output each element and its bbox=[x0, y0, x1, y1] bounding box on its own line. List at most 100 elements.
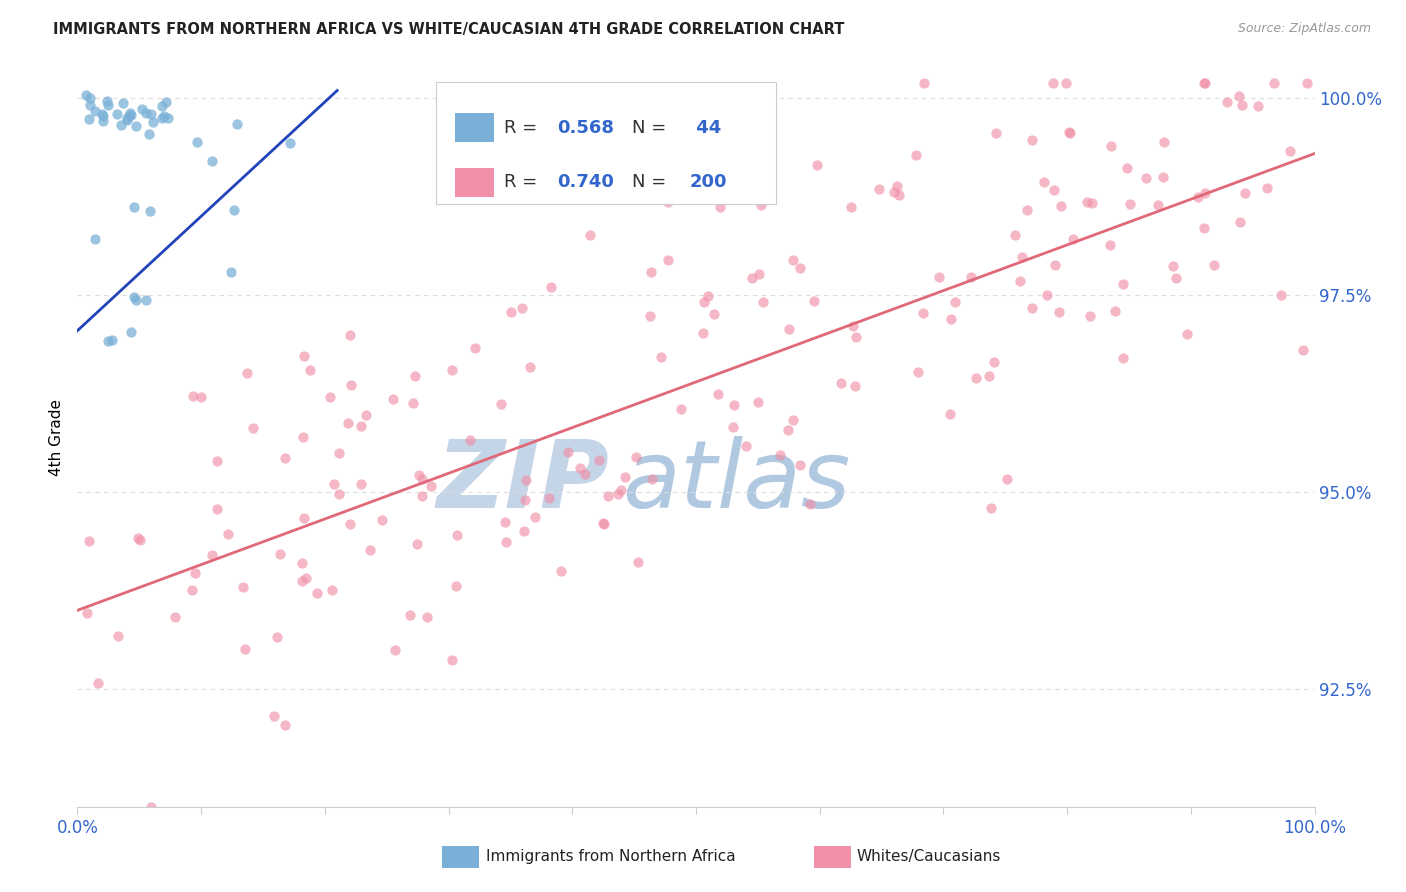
Point bbox=[101, 333, 124, 347]
Point bbox=[224, 202, 246, 217]
Point bbox=[155, 95, 177, 109]
Point bbox=[905, 148, 928, 162]
Point bbox=[339, 327, 361, 342]
Point bbox=[201, 153, 224, 168]
Point bbox=[778, 423, 800, 437]
FancyBboxPatch shape bbox=[436, 82, 776, 204]
Point bbox=[91, 107, 114, 121]
Point bbox=[399, 608, 422, 623]
Point bbox=[181, 389, 204, 403]
Point bbox=[557, 445, 579, 459]
Point bbox=[139, 800, 162, 814]
Point bbox=[1147, 198, 1170, 212]
Point bbox=[93, 113, 115, 128]
Point bbox=[446, 528, 468, 542]
Point bbox=[447, 177, 470, 191]
Point bbox=[87, 676, 110, 690]
Point bbox=[489, 397, 512, 411]
Point bbox=[242, 421, 264, 435]
Point bbox=[789, 261, 811, 276]
Point bbox=[983, 355, 1005, 369]
Point bbox=[592, 516, 614, 530]
Point bbox=[943, 295, 966, 310]
Point bbox=[1017, 202, 1039, 217]
Point bbox=[150, 99, 173, 113]
Point bbox=[640, 265, 662, 279]
Point bbox=[769, 449, 792, 463]
Point bbox=[1166, 271, 1188, 285]
Text: R =: R = bbox=[505, 173, 543, 192]
Point bbox=[624, 450, 647, 465]
Point bbox=[540, 279, 562, 293]
Point bbox=[748, 267, 770, 281]
Point bbox=[1292, 343, 1315, 357]
Point bbox=[588, 452, 610, 467]
Point bbox=[402, 396, 425, 410]
Point bbox=[939, 407, 962, 421]
Point bbox=[139, 106, 162, 120]
Point bbox=[266, 630, 288, 644]
Point bbox=[96, 94, 118, 108]
Point bbox=[886, 178, 908, 193]
Point bbox=[201, 549, 224, 563]
Point bbox=[799, 497, 821, 511]
Point bbox=[640, 472, 662, 486]
Point bbox=[79, 90, 101, 104]
Point bbox=[887, 188, 910, 202]
Point bbox=[568, 461, 591, 475]
Point bbox=[1033, 176, 1056, 190]
Point bbox=[115, 113, 138, 128]
Point bbox=[675, 180, 697, 194]
Point bbox=[1192, 76, 1215, 90]
Point bbox=[1116, 161, 1139, 175]
Point bbox=[235, 366, 257, 380]
Point bbox=[406, 537, 429, 551]
Text: N =: N = bbox=[631, 173, 672, 192]
Point bbox=[928, 269, 950, 284]
Point bbox=[1194, 76, 1216, 90]
Point bbox=[217, 526, 239, 541]
Point bbox=[723, 398, 745, 412]
Point bbox=[291, 556, 314, 570]
Point bbox=[1021, 301, 1043, 315]
Text: 44: 44 bbox=[690, 119, 721, 136]
Point bbox=[349, 476, 371, 491]
Point bbox=[640, 177, 662, 191]
Point bbox=[274, 450, 297, 465]
Point bbox=[120, 325, 142, 339]
Point bbox=[494, 515, 516, 529]
Point bbox=[1278, 144, 1301, 158]
Point bbox=[186, 135, 208, 149]
Point bbox=[830, 376, 852, 390]
FancyBboxPatch shape bbox=[814, 846, 851, 868]
Point bbox=[1296, 76, 1319, 90]
Point bbox=[280, 136, 302, 150]
Point bbox=[79, 98, 101, 112]
Point bbox=[157, 111, 180, 125]
Point bbox=[911, 305, 934, 319]
Point bbox=[709, 200, 731, 214]
Point bbox=[1192, 221, 1215, 235]
Point bbox=[118, 109, 141, 123]
Point bbox=[384, 643, 406, 657]
Text: N =: N = bbox=[631, 119, 672, 136]
Point bbox=[339, 517, 361, 532]
Point bbox=[1062, 232, 1084, 246]
Point bbox=[519, 359, 541, 374]
Point bbox=[1078, 310, 1101, 324]
Point bbox=[115, 111, 138, 125]
Point bbox=[291, 574, 314, 588]
Text: IMMIGRANTS FROM NORTHERN AFRICA VS WHITE/CAUCASIAN 4TH GRADE CORRELATION CHART: IMMIGRANTS FROM NORTHERN AFRICA VS WHITE… bbox=[53, 22, 845, 37]
Point bbox=[120, 106, 142, 120]
Point bbox=[1270, 287, 1292, 301]
Text: R =: R = bbox=[505, 119, 543, 136]
Point bbox=[77, 112, 100, 126]
Point bbox=[749, 198, 772, 212]
Point bbox=[803, 293, 825, 308]
Point bbox=[707, 387, 730, 401]
Point bbox=[128, 533, 150, 548]
Point bbox=[842, 318, 865, 333]
Point bbox=[1202, 259, 1225, 273]
Point bbox=[1043, 258, 1066, 272]
Point bbox=[110, 118, 132, 132]
